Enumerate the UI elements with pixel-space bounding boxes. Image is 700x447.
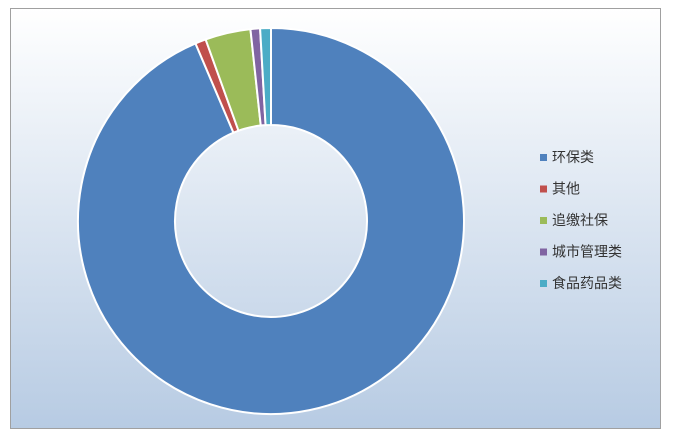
legend-label: 环保类 (552, 150, 594, 166)
legend-label: 城市管理类 (552, 244, 622, 261)
legend-swatch (540, 217, 547, 224)
donut-slice (259, 26, 272, 127)
legend-swatch (540, 248, 547, 256)
legend-swatch (540, 154, 547, 161)
legend-label: 食品药品类 (552, 275, 622, 292)
legend-swatch (540, 185, 547, 193)
legend-label: 追缴社保 (552, 213, 608, 229)
legend-swatch (540, 280, 547, 287)
legend-label: 其他 (552, 182, 580, 198)
donut-slice (77, 26, 465, 415)
